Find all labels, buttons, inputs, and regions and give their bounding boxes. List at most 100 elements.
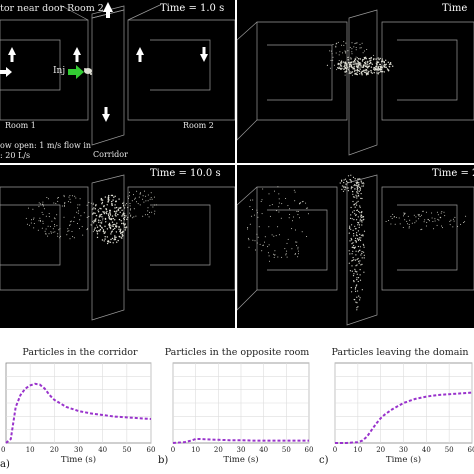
particle <box>297 250 299 252</box>
particle <box>349 240 351 242</box>
simulation-panel-t3: Time = 10.0 s <box>0 165 235 328</box>
particle <box>355 181 357 183</box>
particle <box>295 229 296 231</box>
particle <box>352 200 354 203</box>
particle <box>354 63 356 65</box>
particle <box>357 251 359 253</box>
particle <box>133 208 135 210</box>
particle <box>150 197 152 199</box>
particle <box>352 193 354 195</box>
particle <box>42 220 44 222</box>
particle <box>354 58 356 60</box>
particle <box>248 246 250 248</box>
particle <box>47 235 49 237</box>
particle <box>42 205 44 207</box>
particle <box>345 183 347 185</box>
particle <box>363 64 365 66</box>
particle <box>363 50 365 52</box>
particle <box>116 210 118 212</box>
particle <box>294 191 296 193</box>
particle <box>87 228 88 230</box>
particle <box>359 220 361 222</box>
particle <box>31 219 32 221</box>
particle <box>55 202 57 204</box>
particle <box>362 66 364 69</box>
particle <box>353 66 355 68</box>
particle <box>357 187 359 189</box>
particle <box>118 228 120 230</box>
particle <box>99 225 102 227</box>
particle <box>434 218 436 220</box>
simulation-panel-t4: Time = 2 <box>237 165 474 328</box>
particle <box>112 228 115 231</box>
particle <box>291 228 293 230</box>
series-line <box>335 391 473 444</box>
particle <box>359 187 362 189</box>
particle <box>383 63 386 66</box>
particle <box>129 212 131 214</box>
particle <box>343 44 345 46</box>
particle <box>351 239 353 241</box>
particle <box>394 216 395 218</box>
particle <box>114 207 116 209</box>
chart-svg: 0 10 20 30 40 50 60 Particles in the opposite r… <box>158 347 313 466</box>
particle <box>288 217 290 219</box>
particle <box>343 179 345 181</box>
particle <box>390 216 392 218</box>
particle <box>368 70 370 73</box>
particle <box>356 62 358 64</box>
particle <box>275 235 277 237</box>
particle <box>79 204 81 206</box>
particle <box>69 221 71 223</box>
particle <box>110 233 112 235</box>
particle <box>354 225 356 227</box>
particle <box>110 238 112 241</box>
simulation-panel-t2: Time <box>237 0 474 163</box>
particle <box>120 228 122 230</box>
particle <box>119 230 121 233</box>
particle <box>306 236 308 237</box>
particle <box>57 233 59 235</box>
particle <box>453 220 455 222</box>
particle <box>357 306 359 308</box>
particle <box>40 220 41 222</box>
particle <box>370 71 372 73</box>
particle <box>44 230 46 232</box>
particle <box>106 204 108 206</box>
particle <box>108 194 110 197</box>
particle <box>418 218 420 220</box>
particle <box>281 256 283 258</box>
particle <box>111 204 113 206</box>
particle <box>346 187 348 189</box>
particle <box>267 246 269 248</box>
particle <box>67 228 69 230</box>
particle <box>102 229 105 231</box>
particle <box>301 201 303 203</box>
particle <box>378 58 380 61</box>
particle <box>438 219 440 221</box>
particle <box>63 205 65 207</box>
particle <box>113 196 115 198</box>
particle <box>357 192 359 194</box>
particle <box>356 302 358 304</box>
particle <box>437 214 439 216</box>
particle <box>355 290 357 292</box>
particle <box>247 227 249 228</box>
particle <box>286 242 288 244</box>
particle <box>147 200 149 202</box>
particle <box>351 48 353 50</box>
particle <box>362 182 364 184</box>
particle <box>70 220 72 222</box>
particle <box>99 220 101 221</box>
particle <box>359 246 361 248</box>
particle <box>151 198 153 200</box>
particle <box>38 206 40 208</box>
particle <box>106 236 109 238</box>
particle <box>261 213 263 215</box>
particle <box>344 186 346 188</box>
particle <box>403 212 405 214</box>
particle <box>118 218 121 221</box>
particle <box>353 280 355 282</box>
particle <box>433 228 435 230</box>
particle <box>131 200 133 202</box>
